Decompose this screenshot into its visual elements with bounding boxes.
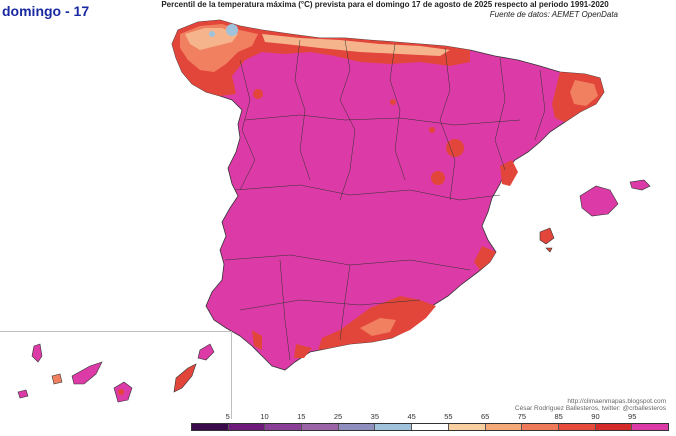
legend-tick-label: 5	[225, 412, 230, 421]
legend-swatch	[375, 424, 413, 430]
legend-tick-label: 85	[554, 412, 563, 421]
legend: 5 10 15 25 35 45 55 65 75 85 90 95	[191, 412, 669, 436]
island-fuerteventura	[173, 363, 197, 393]
legend-tick-label: 75	[517, 412, 527, 421]
hot-area-southwest	[252, 330, 262, 350]
warm-area-southeast	[360, 318, 396, 336]
province-borders	[224, 39, 546, 361]
legend-swatch	[412, 424, 449, 430]
hot-area-valencia	[500, 160, 518, 186]
legend-swatch	[448, 424, 486, 430]
legend-tick-label: 35	[370, 412, 380, 421]
credits-author: César Rodríguez Ballesteros, twitter: @c…	[514, 405, 666, 412]
island-mallorca	[579, 185, 619, 217]
legend-tick-label: 15	[297, 412, 306, 421]
legend-ticks: 5 10 15 25 35 45 55 65 75 85 90 95	[191, 412, 669, 422]
legend-swatch	[595, 424, 633, 430]
island-la-gomera	[51, 373, 63, 385]
legend-swatch	[228, 424, 266, 430]
legend-swatch	[632, 424, 668, 430]
hot-spot-leon	[253, 89, 263, 99]
legend-swatch	[265, 424, 303, 430]
legend-swatch	[522, 424, 559, 430]
legend-tick-label: 45	[407, 412, 416, 421]
cool-spot-asturias-2	[209, 31, 215, 37]
mild-area-north-coast	[185, 28, 238, 50]
legend-color-bar	[191, 423, 669, 431]
hot-spot-gran-canaria	[118, 389, 124, 395]
legend-tick-label: 55	[444, 412, 453, 421]
hot-spot-aragon	[446, 139, 464, 157]
hot-area-alicante	[474, 246, 496, 270]
legend-tick-label: 10	[260, 412, 269, 421]
island-el-hierro	[17, 389, 29, 399]
canary-inset-frame	[0, 331, 232, 419]
legend-swatch	[192, 424, 229, 430]
legend-tick-label: 95	[628, 412, 637, 421]
hot-spot-teruel	[431, 171, 445, 185]
map-title-text: Percentil de la temperatura máxima (°C) …	[161, 0, 609, 9]
hot-spot-rioja	[390, 99, 396, 105]
mild-area-cantabria	[262, 34, 450, 56]
legend-tick-label: 65	[480, 412, 490, 421]
island-lanzarote	[197, 343, 215, 361]
island-la-palma	[31, 343, 43, 363]
hot-area-cadiz	[294, 344, 312, 358]
credits: http://climaenmapas.blogspot.com César R…	[515, 398, 666, 412]
warm-area-catalonia	[570, 80, 598, 106]
legend-tick-label: 90	[591, 412, 600, 421]
legend-swatch	[302, 424, 339, 430]
island-ibiza	[539, 227, 555, 245]
cool-spot-asturias	[226, 24, 238, 36]
hot-spot-soria	[429, 127, 435, 133]
day-label: domingo - 17	[2, 3, 90, 19]
island-menorca	[629, 179, 651, 191]
legend-swatch	[558, 424, 596, 430]
credits-website: http://climaenmapas.blogspot.com	[567, 398, 666, 405]
data-source: Fuente de datos: AEMET OpenData	[489, 10, 618, 19]
legend-tick-label: 25	[333, 412, 343, 421]
island-formentera	[545, 247, 553, 253]
legend-swatch	[338, 424, 376, 430]
map-title: Percentil de la temperatura máxima (°C) …	[150, 0, 620, 10]
island-tenerife	[71, 361, 103, 385]
legend-swatch	[485, 424, 523, 430]
